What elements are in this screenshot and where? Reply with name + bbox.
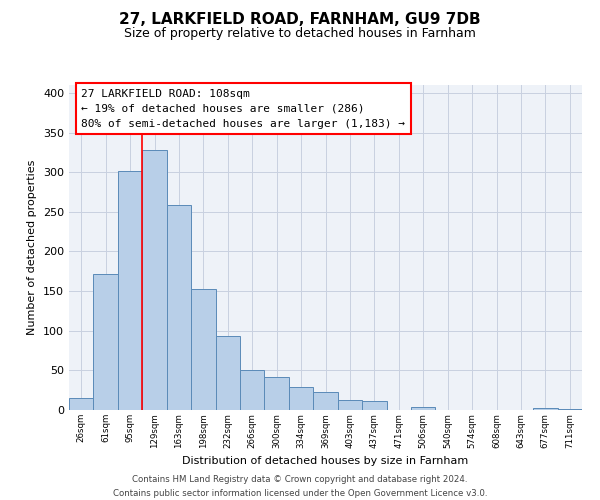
- Bar: [240, 370, 265, 410]
- Bar: [191, 288, 215, 410]
- Bar: [557, 409, 582, 410]
- Text: Size of property relative to detached houses in Farnham: Size of property relative to detached ho…: [124, 28, 476, 40]
- X-axis label: Distribution of detached houses by size in Farnham: Distribution of detached houses by size …: [182, 456, 469, 466]
- Bar: [69, 398, 94, 410]
- Y-axis label: Number of detached properties: Number of detached properties: [28, 160, 37, 335]
- Bar: [338, 400, 362, 410]
- Bar: [362, 402, 386, 410]
- Bar: [313, 392, 338, 410]
- Bar: [94, 274, 118, 410]
- Bar: [289, 387, 313, 410]
- Bar: [533, 408, 557, 410]
- Bar: [142, 150, 167, 410]
- Text: 27, LARKFIELD ROAD, FARNHAM, GU9 7DB: 27, LARKFIELD ROAD, FARNHAM, GU9 7DB: [119, 12, 481, 28]
- Text: Contains HM Land Registry data © Crown copyright and database right 2024.
Contai: Contains HM Land Registry data © Crown c…: [113, 476, 487, 498]
- Bar: [215, 336, 240, 410]
- Bar: [265, 376, 289, 410]
- Text: 27 LARKFIELD ROAD: 108sqm
← 19% of detached houses are smaller (286)
80% of semi: 27 LARKFIELD ROAD: 108sqm ← 19% of detac…: [81, 89, 405, 128]
- Bar: [411, 407, 436, 410]
- Bar: [118, 172, 142, 410]
- Bar: [167, 204, 191, 410]
